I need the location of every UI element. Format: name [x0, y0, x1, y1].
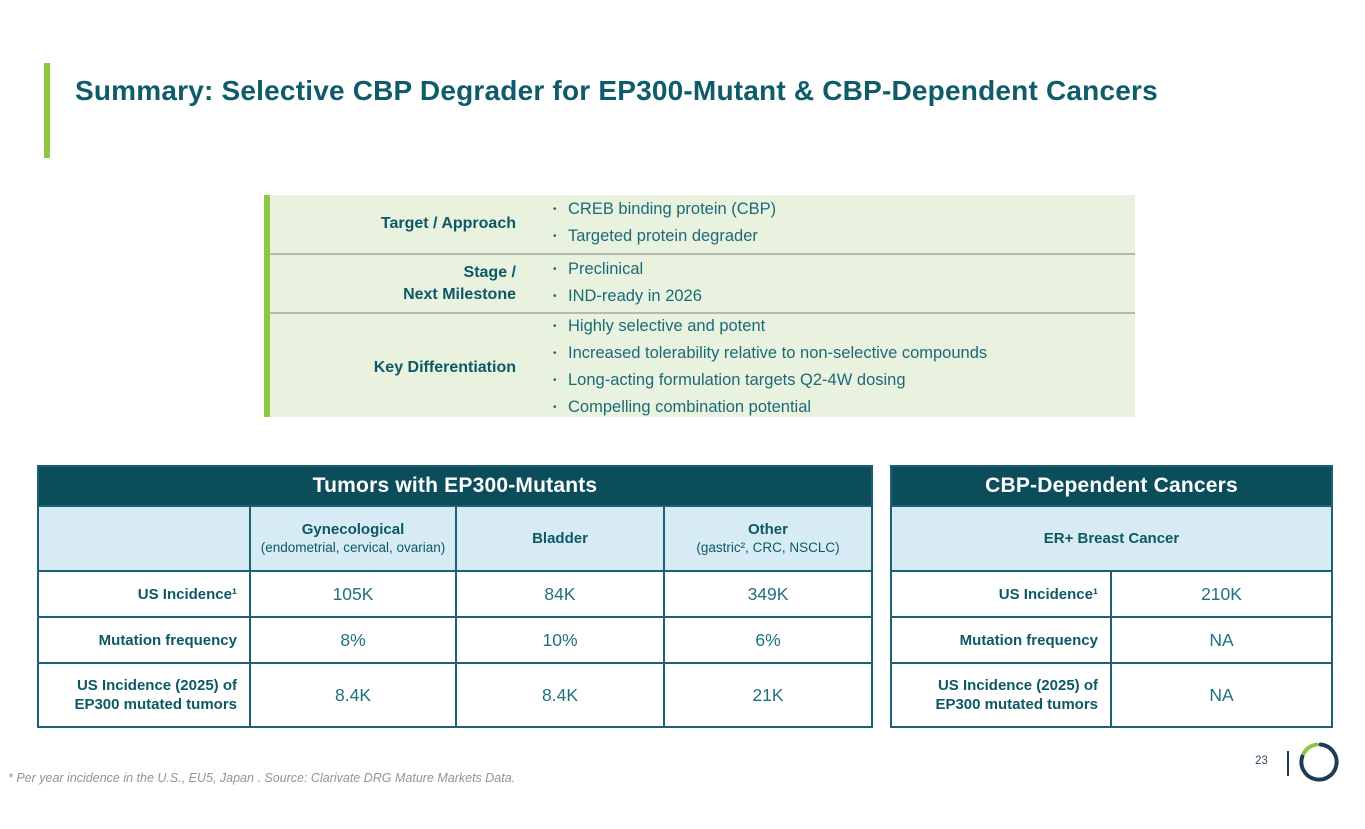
summary-bullet: • Increased tolerability relative to non-…: [553, 341, 1135, 368]
summary-row-label: Target / Approach: [380, 215, 516, 232]
bullet-icon: •: [553, 231, 557, 242]
bullet-text: IND-ready in 2026: [568, 286, 702, 305]
table-row-label: US Incidence (2025) of EP300 mutated tum…: [37, 662, 251, 728]
brand-logo-icon: [1299, 742, 1339, 782]
summary-bullet: • CREB binding protein (CBP): [553, 197, 1135, 224]
program-summary-table: Target / Approach • CREB binding protein …: [264, 195, 1135, 417]
table-cell-value: 105K: [249, 570, 457, 618]
bullet-text: Targeted protein degrader: [568, 227, 758, 245]
column-header-gynecological: Gynecological (endometrial, cervical, ov…: [249, 505, 457, 572]
bullet-text: Long-acting formulation targets Q2-4W do…: [568, 371, 906, 389]
table-row-us-incidence-2025: US Incidence (2025) of EP300 mutated tum…: [890, 662, 1333, 728]
summary-bullet: • Highly selective and potent: [553, 314, 1135, 341]
table-row-label: US Incidence (2025) of EP300 mutated tum…: [890, 662, 1112, 728]
bullet-icon: •: [553, 375, 557, 386]
page-number: 23: [1255, 755, 1268, 767]
table-row-label: US Incidence¹: [890, 570, 1112, 618]
column-header-name: Gynecological: [301, 521, 405, 538]
ep300-tumors-table: Tumors with EP300-Mutants Gynecological …: [37, 465, 873, 728]
bullet-list: • Highly selective and potent • Increased …: [540, 314, 1135, 422]
bullet-icon: •: [553, 402, 557, 413]
summary-row-label: Stage / Next Milestone: [403, 263, 516, 303]
bullet-text: Increased tolerability relative to non-s…: [568, 344, 988, 362]
column-header-sub: (endometrial, cervical, ovarian): [260, 540, 446, 555]
column-header-name: ER+ Breast Cancer: [1043, 529, 1180, 547]
bullet-icon: •: [553, 321, 557, 332]
bullet-icon: •: [553, 290, 557, 302]
table-cell-value: 21K: [663, 662, 873, 728]
column-header-name: Bladder: [532, 529, 588, 547]
table-cell-value: 8.4K: [455, 662, 665, 728]
table-row-label: Mutation frequency: [37, 616, 251, 664]
table-cell-value: NA: [1110, 616, 1333, 664]
bullet-text: Preclinical: [568, 259, 644, 278]
table-row-mutation-frequency: Mutation frequency 8% 10% 6%: [37, 616, 873, 664]
table-cell-value: 84K: [455, 570, 665, 618]
column-header-bladder: Bladder: [455, 505, 665, 572]
table-cell-value: 6%: [663, 616, 873, 664]
summary-bullet: • Long-acting formulation targets Q2-4W d…: [553, 368, 1135, 395]
summary-row-label: Key Differentiation: [373, 359, 516, 376]
table-cell-value: 8%: [249, 616, 457, 664]
summary-accent-rail: [264, 195, 270, 417]
table-row-mutation-frequency: Mutation frequency NA: [890, 616, 1333, 664]
table-row-us-incidence: US Incidence¹ 210K: [890, 570, 1333, 618]
cbp-cancers-table: CBP-Dependent Cancers ER+ Breast Cancer …: [890, 465, 1333, 728]
bullet-icon: •: [553, 204, 557, 215]
table-row-us-incidence: US Incidence¹ 105K 84K 349K: [37, 570, 873, 618]
page-title: Summary: Selective CBP Degrader for EP30…: [75, 75, 1158, 106]
table-title: CBP-Dependent Cancers: [890, 465, 1333, 507]
bullet-icon: •: [553, 348, 557, 359]
bullet-text: CREB binding protein (CBP): [568, 200, 777, 218]
table-row-label: US Incidence¹: [37, 570, 251, 618]
column-header-name: Other: [747, 521, 788, 538]
column-header-other: Other (gastric², CRC, NSCLC): [663, 505, 873, 572]
bullet-icon: •: [553, 263, 557, 275]
title-accent-bar: [44, 63, 50, 158]
bullet-text: Compelling combination potential: [568, 398, 812, 416]
table-cell-value: 10%: [455, 616, 665, 664]
summary-row-key-differentiation: Key Differentiation • Highly selective an…: [270, 312, 1135, 416]
table-title: Tumors with EP300-Mutants: [37, 465, 873, 507]
bullet-list: • Preclinical • IND-ready in 2026: [540, 257, 1135, 311]
summary-rows: Target / Approach • CREB binding protein …: [270, 195, 1135, 417]
column-header-er-breast-cancer: ER+ Breast Cancer: [890, 505, 1333, 572]
table-cell-value: 8.4K: [249, 662, 457, 728]
bullet-text: Highly selective and potent: [568, 317, 766, 335]
summary-bullet: • Compelling combination potential: [553, 395, 1135, 422]
summary-bullet: • Preclinical: [553, 257, 1135, 284]
table-cell-value: NA: [1110, 662, 1333, 728]
summary-row-stage-milestone: Stage / Next Milestone • Preclinical • IND…: [270, 253, 1135, 312]
column-header-row: ER+ Breast Cancer: [890, 505, 1333, 572]
table-row-label: Mutation frequency: [890, 616, 1112, 664]
table-cell-value: 349K: [663, 570, 873, 618]
column-header-empty: [37, 505, 251, 572]
column-header-sub: (gastric², CRC, NSCLC): [696, 540, 840, 555]
footer-divider: [1287, 751, 1289, 776]
table-cell-value: 210K: [1110, 570, 1333, 618]
column-header-row: Gynecological (endometrial, cervical, ov…: [37, 505, 873, 572]
bullet-list: • CREB binding protein (CBP) • Targeted pr…: [540, 197, 1135, 251]
summary-bullet: • IND-ready in 2026: [553, 284, 1135, 311]
summary-bullet: • Targeted protein degrader: [553, 224, 1135, 251]
table-row-us-incidence-2025: US Incidence (2025) of EP300 mutated tum…: [37, 662, 873, 728]
footnote: * Per year incidence in the U.S., EU5, J…: [8, 771, 516, 785]
summary-row-target-approach: Target / Approach • CREB binding protein …: [270, 195, 1135, 253]
